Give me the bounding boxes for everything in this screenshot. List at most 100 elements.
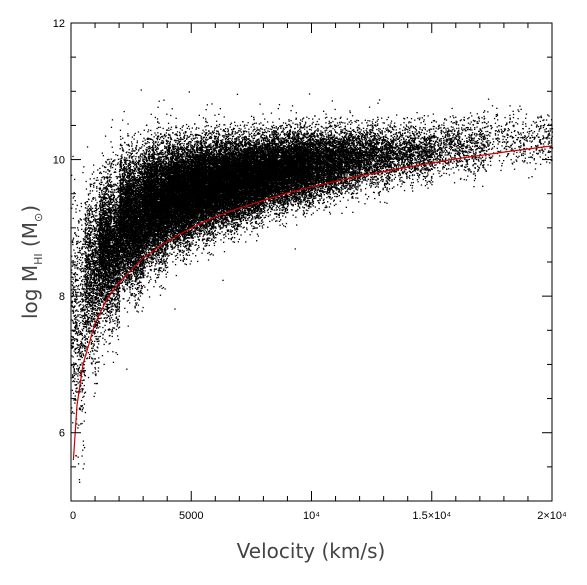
scatter-point xyxy=(91,225,92,226)
scatter-point xyxy=(75,208,76,209)
scatter-point xyxy=(83,336,84,337)
scatter-point xyxy=(81,254,82,255)
scatter-point xyxy=(77,314,78,315)
scatter-point xyxy=(81,382,82,383)
scatter-point xyxy=(91,266,92,267)
scatter-point xyxy=(95,220,96,221)
scatter-point xyxy=(78,359,79,360)
scatter-point xyxy=(87,357,88,358)
scatter-point xyxy=(96,191,97,192)
scatter-point xyxy=(84,289,85,290)
scatter-point xyxy=(85,204,86,205)
scatter-point xyxy=(73,312,74,313)
scatter-point xyxy=(96,235,97,236)
scatter-point xyxy=(94,345,95,346)
scatter-point xyxy=(76,241,77,242)
scatter-point xyxy=(95,350,96,351)
scatter-point xyxy=(95,368,96,369)
scatter-point xyxy=(93,307,94,308)
scatter-point xyxy=(90,317,91,318)
scatter-point xyxy=(74,318,75,319)
scatter-point xyxy=(94,256,95,257)
scatter-point xyxy=(95,363,96,364)
scatter-point xyxy=(93,233,94,234)
scatter-point xyxy=(73,331,74,332)
scatter-point xyxy=(73,288,74,289)
scatter-point xyxy=(80,252,81,253)
scatter-point xyxy=(88,271,89,272)
scatter-point xyxy=(77,286,78,287)
scatter-point xyxy=(75,399,76,400)
scatter-point xyxy=(97,271,98,272)
scatter-point xyxy=(92,173,93,174)
scatter-point xyxy=(97,238,98,239)
scatter-point xyxy=(90,276,91,277)
scatter-point xyxy=(80,370,81,371)
scatter-point xyxy=(74,375,75,376)
scatter-point xyxy=(76,348,77,349)
scatter-point xyxy=(98,367,99,368)
scatter-point xyxy=(88,218,89,219)
scatter-point xyxy=(93,238,94,239)
scatter-point xyxy=(88,284,89,285)
scatter-point xyxy=(90,206,91,207)
scatter-point xyxy=(91,201,92,202)
scatter-point xyxy=(90,284,91,285)
scatter-point xyxy=(91,295,92,296)
scatter-point xyxy=(91,348,92,349)
scatter-point xyxy=(73,291,74,292)
scatter-point xyxy=(83,468,84,469)
scatter-point xyxy=(86,237,87,238)
scatter-point xyxy=(74,402,75,403)
scatter-point xyxy=(94,383,95,384)
scatter-point xyxy=(80,241,81,242)
scatter-point xyxy=(93,183,94,184)
scatter-point xyxy=(73,323,74,324)
scatter-point xyxy=(81,342,82,343)
scatter-point xyxy=(84,265,85,266)
scatter-point xyxy=(75,289,76,290)
scatter-point xyxy=(93,171,94,172)
scatter-point xyxy=(86,259,87,260)
scatter-point xyxy=(92,321,93,322)
scatter-point xyxy=(79,359,80,360)
scatter-point xyxy=(84,326,85,327)
scatter-point xyxy=(75,253,76,254)
scatter-point xyxy=(83,321,84,322)
scatter-point xyxy=(86,264,87,265)
scatter-point xyxy=(91,211,92,212)
scatter-point xyxy=(94,333,95,334)
scatter-point xyxy=(77,263,78,264)
scatter-point xyxy=(83,275,84,276)
scatter-point xyxy=(88,225,89,226)
scatter-point xyxy=(80,250,81,251)
scatter-point xyxy=(93,257,94,258)
scatter-point xyxy=(97,180,98,181)
scatter-point xyxy=(80,301,81,302)
scatter-point xyxy=(88,254,89,255)
scatter-point xyxy=(83,315,84,316)
scatter-point xyxy=(90,221,91,222)
scatter-point xyxy=(82,316,83,317)
scatter-point xyxy=(83,355,84,356)
scatter-point xyxy=(95,276,96,277)
scatter-point xyxy=(89,310,90,311)
scatter-point xyxy=(91,301,92,302)
scatter-point xyxy=(90,207,91,208)
scatter-point xyxy=(87,222,88,223)
scatter-point xyxy=(82,347,83,348)
scatter-point xyxy=(79,268,80,269)
scatter-point xyxy=(97,362,98,363)
scatter-point xyxy=(75,200,76,201)
scatter-point xyxy=(81,400,82,401)
scatter-point xyxy=(85,392,86,393)
scatter-point xyxy=(78,369,79,370)
scatter-point xyxy=(83,328,84,329)
scatter-point xyxy=(86,348,87,349)
scatter-point xyxy=(77,319,78,320)
scatter-point xyxy=(94,233,95,234)
scatter-point xyxy=(84,253,85,254)
scatter-point xyxy=(83,318,84,319)
scatter-point xyxy=(82,339,83,340)
